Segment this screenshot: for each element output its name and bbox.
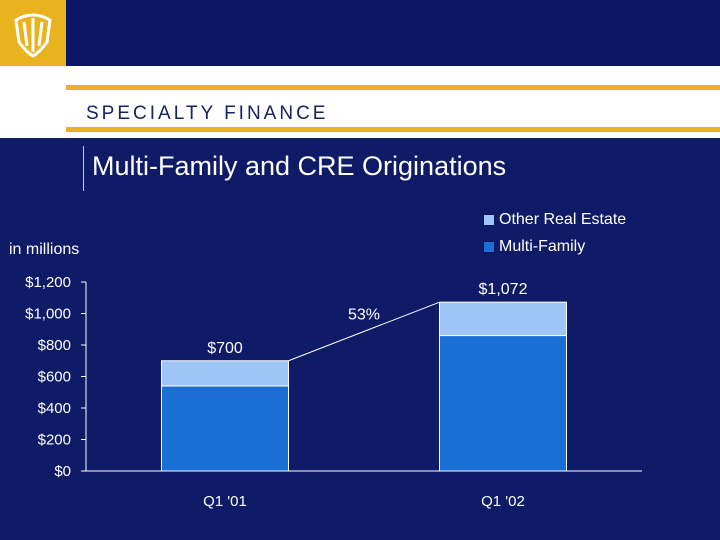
legend-swatch-multi-family xyxy=(483,240,495,253)
total-data-label: $700 xyxy=(207,340,243,357)
title-divider xyxy=(83,146,84,191)
x-tick-label: Q1 '01 xyxy=(203,493,247,510)
header-panel xyxy=(0,66,720,138)
units-label: in millions xyxy=(9,241,80,258)
x-tick-label: Q1 '02 xyxy=(481,493,525,510)
y-tick-label: $200 xyxy=(38,432,71,449)
y-tick-label: $0 xyxy=(54,463,71,480)
bar-other-real-estate xyxy=(161,360,289,387)
total-data-label: $1,072 xyxy=(479,281,528,298)
legend-swatch-other-real-estate xyxy=(483,213,495,226)
header-rule-bottom xyxy=(66,127,720,132)
y-tick-label: $400 xyxy=(38,400,71,417)
y-tick-label: $1,200 xyxy=(25,274,71,291)
y-tick-label: $600 xyxy=(38,369,71,386)
y-tick-label: $1,000 xyxy=(25,306,71,323)
shell-crest-logo-icon xyxy=(14,13,52,58)
legend-item-multi-family: Multi-Family xyxy=(483,233,626,260)
legend-item-other-real-estate: Other Real Estate xyxy=(483,206,626,233)
legend-label-other-real-estate: Other Real Estate xyxy=(499,210,627,228)
bar-other-real-estate xyxy=(439,301,567,337)
growth-connector-line xyxy=(288,301,440,362)
header-rule-top xyxy=(66,85,720,90)
bar-multi-family xyxy=(161,385,289,472)
slide-title: Multi-Family and CRE Originations xyxy=(92,151,507,181)
growth-label: 53% xyxy=(348,306,380,323)
section-title: SPECIALTY FINANCE xyxy=(86,103,329,124)
chart-legend: Other Real Estate Multi-Family xyxy=(483,206,626,260)
legend-label-multi-family: Multi-Family xyxy=(499,237,586,255)
header-band xyxy=(0,0,720,66)
y-tick-label: $800 xyxy=(38,337,71,354)
logo xyxy=(0,0,66,66)
bar-multi-family xyxy=(439,335,567,472)
